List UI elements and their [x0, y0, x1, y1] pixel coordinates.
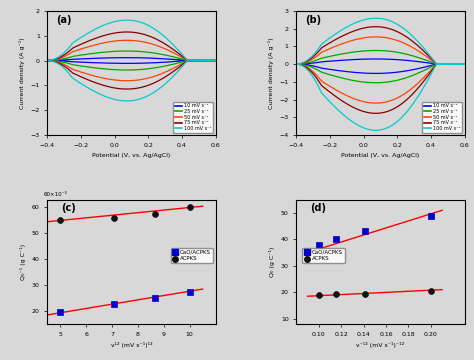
Text: (a): (a): [56, 14, 71, 24]
Text: 60×10⁻³: 60×10⁻³: [44, 192, 68, 197]
Point: [56, 309, 64, 314]
Point: [361, 229, 369, 234]
Text: (b): (b): [305, 14, 321, 24]
Point: [151, 295, 159, 301]
Point: [332, 292, 340, 297]
X-axis label: ν⁻¹² (mV s⁻¹)⁻¹²: ν⁻¹² (mV s⁻¹)⁻¹²: [356, 342, 404, 348]
Legend: 10 mV s⁻¹, 25 mV s⁻¹, 50 mV s⁻¹, 75 mV s⁻¹, 100 mV s⁻¹: 10 mV s⁻¹, 25 mV s⁻¹, 50 mV s⁻¹, 75 mV s…: [422, 102, 462, 132]
Point: [56, 217, 64, 223]
Point: [361, 291, 369, 297]
Point: [315, 292, 322, 298]
Legend: CaO/ACPKS, ACPKS: CaO/ACPKS, ACPKS: [171, 248, 213, 263]
Y-axis label: Current density (A g⁻¹): Current density (A g⁻¹): [268, 37, 274, 109]
Y-axis label: Current density (A g⁻¹): Current density (A g⁻¹): [19, 37, 25, 109]
Y-axis label: Q₀ (g C⁻¹): Q₀ (g C⁻¹): [269, 247, 275, 277]
Point: [315, 242, 322, 248]
Point: [186, 289, 193, 294]
Y-axis label: Q₀⁻¹ (g C⁻¹): Q₀⁻¹ (g C⁻¹): [20, 244, 27, 280]
X-axis label: ν¹² (mV s⁻¹)¹²: ν¹² (mV s⁻¹)¹²: [111, 342, 152, 348]
Text: (c): (c): [61, 203, 76, 213]
Point: [110, 215, 118, 221]
Legend: 10 mV s⁻¹, 25 mV s⁻¹, 50 mV s⁻¹, 75 mV s⁻¹, 100 mV s⁻¹: 10 mV s⁻¹, 25 mV s⁻¹, 50 mV s⁻¹, 75 mV s…: [173, 102, 213, 132]
Point: [110, 301, 118, 307]
Legend: CaO/ACPKS, ACPKS: CaO/ACPKS, ACPKS: [302, 248, 345, 263]
X-axis label: Potential (V, vs. Ag/AgCl): Potential (V, vs. Ag/AgCl): [92, 153, 171, 158]
Point: [186, 204, 193, 210]
Point: [151, 211, 159, 217]
Point: [427, 288, 435, 294]
Point: [427, 213, 435, 219]
Point: [332, 237, 340, 242]
X-axis label: Potential (V, vs. Ag/AgCl): Potential (V, vs. Ag/AgCl): [341, 153, 419, 158]
Text: (d): (d): [310, 203, 326, 213]
